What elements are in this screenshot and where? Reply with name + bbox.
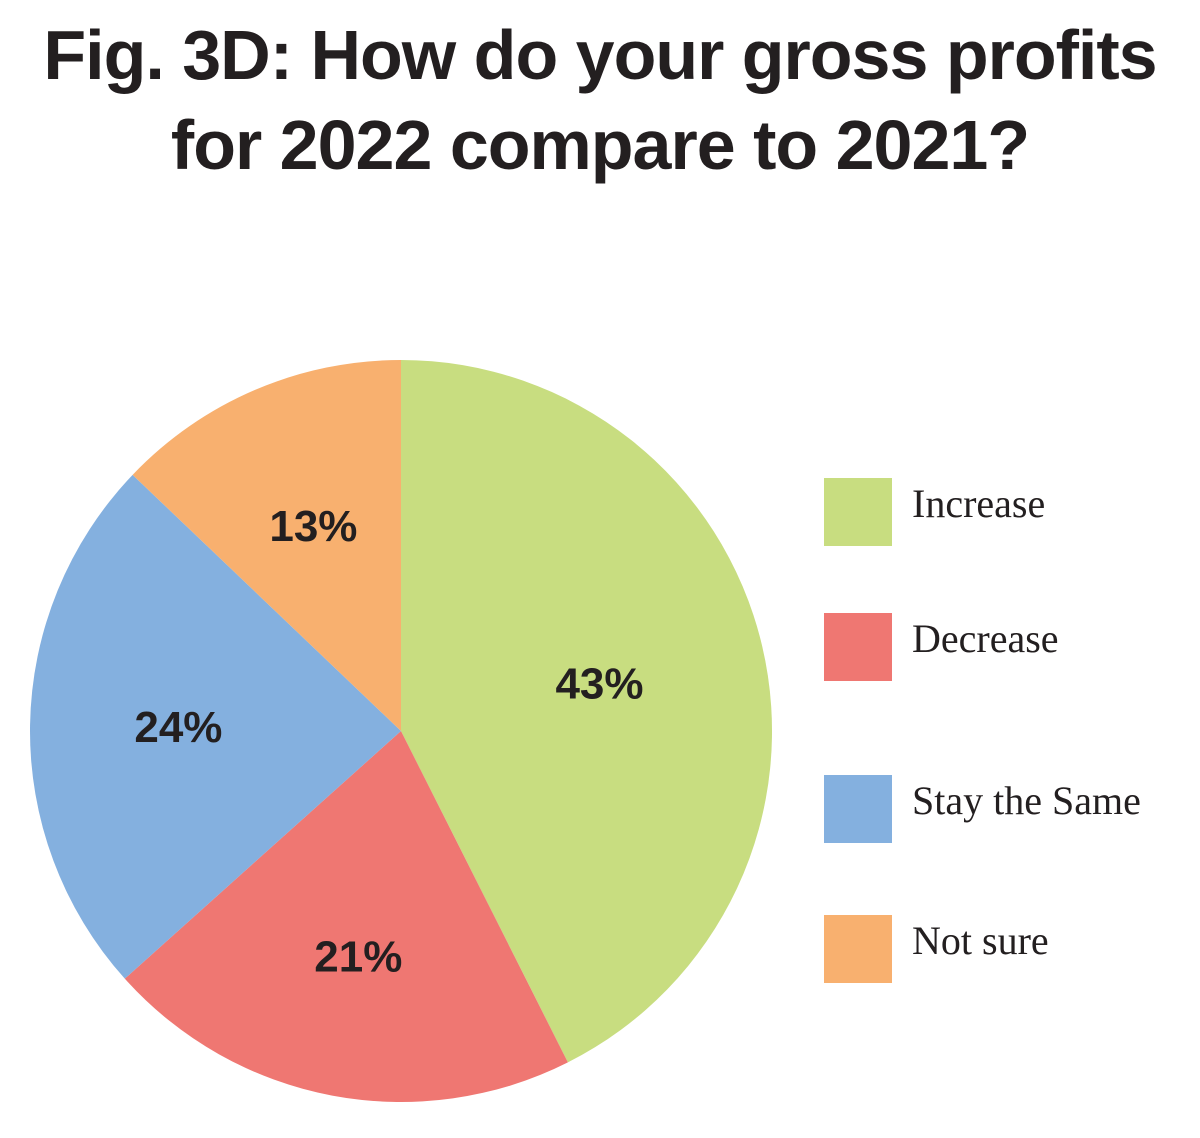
- chart-title: Fig. 3D: How do your gross profits for 2…: [0, 10, 1200, 190]
- pie-label-increase: 43%: [555, 659, 643, 708]
- pie-label-stay-the-same: 24%: [134, 703, 222, 752]
- legend-item-stay-the-same: Stay the Same: [824, 775, 1184, 843]
- legend-swatch-increase: [824, 478, 892, 546]
- chart-title-line-2: for 2022 compare to 2021?: [170, 106, 1030, 184]
- pie-labels: 43% 21% 24% 13%: [134, 502, 643, 982]
- legend-label-increase: Increase: [912, 481, 1046, 526]
- legend-swatch-decrease: [824, 613, 892, 681]
- legend-label-not-sure: Not sure: [912, 918, 1049, 963]
- legend-swatch-stay-the-same: [824, 775, 892, 843]
- legend-item-decrease: Decrease: [824, 613, 1184, 681]
- chart-title-line-1: Fig. 3D: How do your gross profits: [43, 16, 1157, 94]
- pie-label-decrease: 21%: [314, 933, 402, 982]
- legend-item-increase: Increase: [824, 478, 1184, 546]
- pie-slice-decrease: [124, 731, 568, 1103]
- legend-label-stay-the-same: Stay the Same: [912, 778, 1141, 823]
- pie-slice-not-sure: [132, 360, 401, 731]
- legend-swatch-not-sure: [824, 915, 892, 983]
- pie-label-not-sure: 13%: [269, 502, 357, 551]
- legend-item-not-sure: Not sure: [824, 915, 1184, 983]
- pie-slice-stay-the-same: [29, 474, 402, 979]
- legend-label-decrease: Decrease: [912, 616, 1059, 661]
- pie-slice-increase: [401, 360, 773, 1063]
- pie-slices: [29, 360, 773, 1103]
